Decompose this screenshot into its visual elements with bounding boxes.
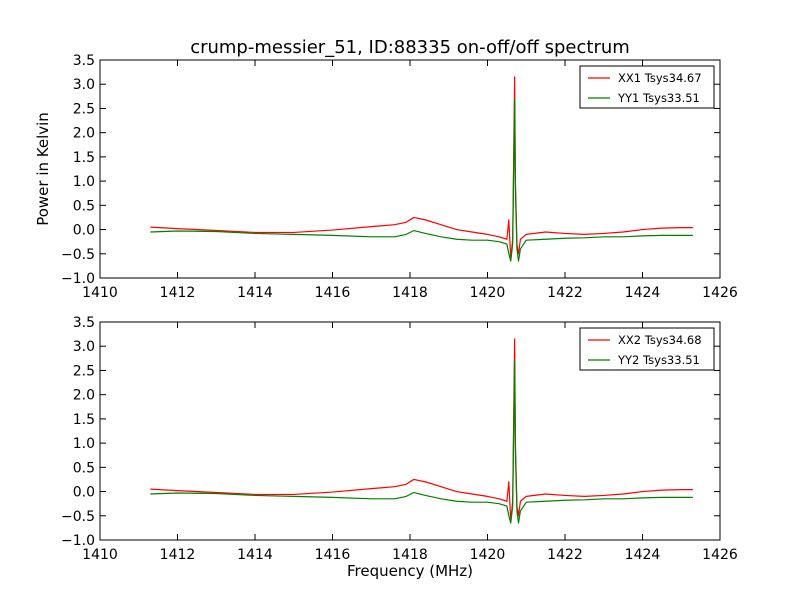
figure-title: crump-messier_51, ID:88335 on-off/off sp… bbox=[190, 37, 630, 58]
y-tick-label: 1.0 bbox=[73, 174, 95, 190]
x-tick-label: 1414 bbox=[237, 285, 273, 301]
y-tick-label: 2.5 bbox=[73, 363, 95, 379]
y-tick-label: −1.0 bbox=[61, 533, 95, 549]
series-line-1-1 bbox=[150, 76, 693, 260]
x-tick-label: 1424 bbox=[625, 285, 661, 301]
y-tick-label: 3.0 bbox=[73, 339, 95, 355]
y-tick-label: 1.5 bbox=[73, 412, 95, 428]
x-tick-label: 1414 bbox=[237, 547, 273, 563]
legend-box bbox=[579, 327, 715, 371]
x-tick-label: 1422 bbox=[547, 285, 583, 301]
y-tick-label: −0.5 bbox=[61, 509, 95, 525]
x-tick-label: 1416 bbox=[315, 547, 351, 563]
x-tick-label: 1416 bbox=[315, 285, 351, 301]
y-tick-label: −0.5 bbox=[61, 247, 95, 263]
y-tick-label: 1.5 bbox=[73, 150, 95, 166]
y-tick-label: 2.0 bbox=[73, 126, 95, 142]
x-tick-label: 1412 bbox=[160, 547, 196, 563]
series-line-2-2 bbox=[150, 360, 693, 524]
y-tick-label: 2.5 bbox=[73, 101, 95, 117]
y-tick-label: 0.0 bbox=[73, 223, 95, 239]
series-line-2-1 bbox=[150, 338, 693, 522]
plot-panel-2: 1410 1412 1414 1416 1418 1420 1422 1424 1426 −1.0… bbox=[61, 315, 738, 580]
x-tick-label: 1418 bbox=[392, 285, 428, 301]
x-tick-label: 1420 bbox=[470, 285, 506, 301]
y-tick-label: 3.5 bbox=[73, 53, 95, 69]
legend-label: YY1 Tsys33.51 bbox=[617, 91, 700, 105]
y-tick-label: −1.0 bbox=[61, 271, 95, 287]
x-tick-label: 1426 bbox=[702, 547, 738, 563]
y-tick-label: 3.0 bbox=[73, 77, 95, 93]
y-tick-label: 0.5 bbox=[73, 460, 95, 476]
x-axis-label: Frequency (MHz) bbox=[347, 562, 473, 580]
x-tick-label: 1422 bbox=[547, 547, 583, 563]
y-tick-label: 0.0 bbox=[73, 485, 95, 501]
legend-label: XX1 Tsys34.67 bbox=[618, 71, 702, 85]
y-tick-label: 1.0 bbox=[73, 436, 95, 452]
legend-label: XX2 Tsys34.68 bbox=[618, 333, 702, 347]
x-tick-label: 1412 bbox=[160, 285, 196, 301]
x-tick-label: 1424 bbox=[625, 547, 661, 563]
plots-container: 1410 1412 1414 1416 1418 1420 1422 1424 1426 −1.0… bbox=[34, 53, 738, 580]
legend-label: YY2 Tsys33.51 bbox=[617, 353, 700, 367]
y-tick-label: 0.5 bbox=[73, 198, 95, 214]
x-tick-label: 1426 bbox=[702, 285, 738, 301]
x-tick-label: 1410 bbox=[82, 285, 118, 301]
legend: XX2 Tsys34.68 YY2 Tsys33.51 bbox=[579, 327, 715, 371]
legend: XX1 Tsys34.67 YY1 Tsys33.51 bbox=[579, 65, 715, 109]
y-tick-label: 3.5 bbox=[73, 315, 95, 331]
x-tick-label: 1410 bbox=[82, 547, 118, 563]
y-axis-label: Power in Kelvin bbox=[34, 112, 52, 226]
y-tick-label: 2.0 bbox=[73, 388, 95, 404]
series-line-1-2 bbox=[150, 98, 693, 262]
legend-box bbox=[579, 65, 715, 109]
x-tick-label: 1418 bbox=[392, 547, 428, 563]
x-tick-label: 1420 bbox=[470, 547, 506, 563]
plot-panel-1: 1410 1412 1414 1416 1418 1420 1422 1424 1426 −1.0… bbox=[34, 53, 738, 301]
